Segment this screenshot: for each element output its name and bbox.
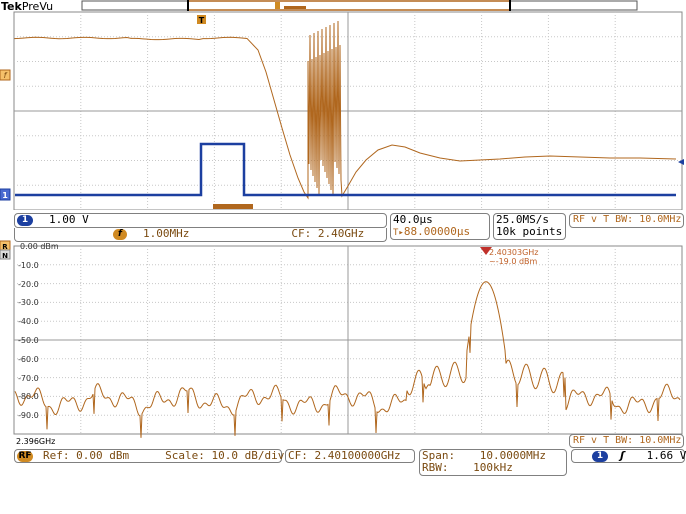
brand-label: TekPreVu [1, 1, 53, 13]
rf-amplitude-trace [14, 20, 677, 200]
rbw-label: RBW: [422, 461, 449, 474]
rbw-value: 100kHz [473, 461, 513, 474]
rf-badge: RF [17, 450, 33, 462]
marker-level: ~-19.0 dBm [489, 257, 538, 266]
math-level-icon [0, 69, 11, 81]
noise-marker-label: N [2, 252, 8, 260]
span-value: 10.0000MHz [479, 449, 546, 462]
start-freq: 2.396GHz [16, 437, 56, 446]
spectrum-plot[interactable]: RN [0, 240, 686, 450]
ch1-level-icon [0, 188, 11, 201]
trigger-position-row: T▸88.00000µs [393, 226, 489, 239]
reference-box[interactable]: RF Ref: 0.00 dBm Scale: 10.0 dB/div [14, 449, 285, 463]
horizontal-scale: 40.0µs [393, 213, 433, 226]
scale-per-div: Scale: 10.0 dB/div [165, 449, 285, 462]
peak-marker-icon [480, 247, 492, 255]
span-label: Span: [422, 449, 456, 462]
center-freq-short: CF: 2.40GHz [291, 227, 365, 240]
math-level-label: f [4, 71, 8, 80]
spectrum-y-label: -10.0 [18, 260, 39, 270]
trigger-position-icon: T▸ [393, 228, 404, 238]
acq-mode: PreVu [21, 0, 54, 13]
spectrum-y-label: -70.0 [18, 373, 39, 383]
record-view-bar[interactable] [0, 0, 686, 14]
trigger-level: 1.66 V [646, 449, 686, 462]
ch1-trace [15, 142, 676, 197]
spectrum-y-label: -60.0 [18, 354, 39, 364]
trigger-box[interactable]: 1 ʃ 1.66 V [571, 449, 686, 463]
span-rbw-box[interactable]: Span: 10.0000MHz RBW: 100kHz [419, 449, 567, 476]
spectrum-y-label: -80.0 [18, 392, 39, 402]
marker-readout[interactable]: 2.40303GHz ~-19.0 dBm [489, 248, 539, 266]
spectrum-y-label: -50.0 [18, 336, 39, 345]
noise-marker-icon [0, 249, 11, 260]
ref-level: Ref: 0.00 dBm [43, 449, 130, 462]
math-freq: 1.00MHz [143, 227, 190, 240]
ch1-level-label: 1 [2, 191, 8, 200]
spectrum-y-label: -20.0 [18, 279, 39, 289]
ch1-scale: 1.00 V [49, 213, 89, 226]
record-length: 10k points [496, 225, 563, 238]
center-freq-box[interactable]: CF: 2.40100000GHz [285, 449, 415, 463]
math-badge: f [113, 228, 127, 240]
horizontal-box[interactable]: 40.0µs T▸88.00000µs [390, 213, 490, 240]
trigger-position: 88.00000µs [403, 225, 471, 238]
center-freq: CF: 2.40100000GHz [288, 449, 401, 462]
spectrum-y-label: 0.00 dBm [20, 242, 59, 251]
math-freq-box[interactable]: f 1.00MHz CF: 2.40GHz [14, 228, 387, 242]
trigger-source-badge: 1 [592, 450, 608, 462]
record-end-arrow [678, 159, 684, 165]
ch1-badge: 1 [17, 214, 33, 226]
spectrum-y-label: -90.0 [18, 411, 39, 421]
spectrum-time-indicator [213, 204, 253, 209]
time-domain-plot[interactable]: Tf 1 [0, 10, 686, 210]
sample-rate: 25.0MS/s [496, 213, 549, 226]
trigger-marker-icon [197, 15, 206, 24]
trigger-marker-label: T [199, 16, 205, 25]
brand-name: Tek [1, 0, 22, 13]
acquisition-box[interactable]: 25.0MS/s 10k points [493, 213, 566, 240]
ch1-scale-box[interactable]: 1 1.00 V [14, 213, 387, 228]
marker-freq: 2.40303GHz [489, 248, 539, 257]
rf-vs-time-bw: RF v T BW: 10.0MHz [573, 214, 682, 225]
span-row: Span: 10.0000MHz [422, 450, 566, 462]
spectrum-trace [14, 281, 681, 438]
rf-vs-time-bw-box[interactable]: RF v T BW: 10.0MHz [569, 213, 684, 228]
spectrum-rbw-box[interactable]: RF v T BW: 10.0MHz [569, 434, 684, 448]
spectrum-y-label: -30.0 [18, 298, 39, 308]
rbw-row: RBW: 100kHz [422, 462, 566, 474]
trigger-slope-icon: ʃ [620, 449, 625, 462]
spectrum-y-label: -40.0 [18, 317, 39, 327]
spectrum-rf-vs-time-bw: RF v T BW: 10.0MHz [573, 435, 682, 446]
ref-level-label: R [2, 243, 8, 251]
